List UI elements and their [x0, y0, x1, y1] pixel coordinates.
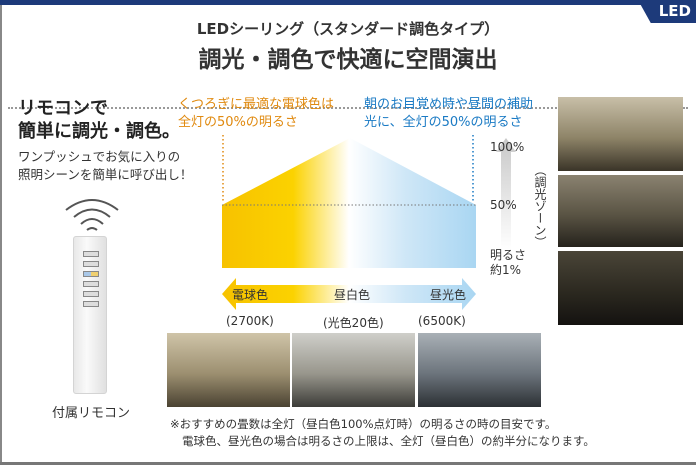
dotted-divider: [8, 107, 688, 109]
footnote-line: 電球色、昼光色の場合は明るさの上限は、全灯（昼白色）の約半分になります。: [182, 434, 595, 448]
cool-callout-line: 朝のお目覚め時や昼間の補助: [364, 97, 534, 112]
warm-callout: くつろぎに最適な電球色は 全灯の50%の明るさ: [178, 96, 334, 132]
cool-callout-line: 光に、全灯の50%の明るさ: [364, 115, 523, 130]
brightness-100: 100%: [490, 140, 525, 154]
remote-control-image: [73, 236, 107, 394]
room-photo-full: [558, 97, 683, 171]
room-photo-daylight: [418, 333, 541, 407]
remote-button: [83, 301, 99, 307]
brightness-arrow: [496, 138, 516, 250]
room-photo-dim: [558, 251, 683, 325]
top-bar: [0, 0, 696, 5]
neutral-label: 昼白色: [334, 288, 371, 302]
cool-callout: 朝のお目覚め時や昼間の補助 光に、全灯の50%の明るさ: [364, 96, 533, 132]
brightness-area: [222, 138, 476, 268]
remote-button: [83, 281, 99, 287]
brightness-min-line: 約1%: [490, 263, 522, 277]
left-border: [0, 5, 2, 465]
wireless-signal-icon: [65, 199, 119, 231]
page-title: LEDシーリング（スタンダード調色タイプ）: [196, 20, 500, 38]
remote-button: [83, 251, 99, 257]
room-photo-neutral: [292, 333, 415, 407]
color-temp-arrow: [222, 278, 476, 310]
footnote: ※おすすめの畳数は全灯（昼白色100%点灯時）の明るさの時の目安です。 電球色、…: [170, 416, 595, 450]
lead-line: リモコンで: [18, 98, 108, 119]
brightness-min-line: 明るさ: [490, 248, 527, 262]
brightness-50: 50%: [490, 198, 517, 212]
lead-line: 簡単に調光・調色。: [18, 121, 180, 142]
remote-headline: リモコンで 簡単に調光・調色。: [18, 97, 180, 143]
desc-line: ワンプッシュでお気に入りの: [18, 149, 181, 164]
room-photo-half: [558, 175, 683, 247]
neutral-kelvin: (光色20色): [323, 316, 384, 330]
remote-button: [83, 271, 99, 277]
remote-button: [83, 261, 99, 267]
warm-callout-line: くつろぎに最適な電球色は: [178, 97, 335, 112]
remote-description: ワンプッシュでお気に入りの 照明シーンを簡単に呼び出し！: [18, 148, 192, 184]
remote-button: [83, 291, 99, 297]
warm-label: 電球色: [232, 288, 269, 302]
room-photo-warm: [167, 333, 290, 407]
dimming-zone-label: （調光ゾーン）: [533, 164, 547, 248]
warm-callout-line: 全灯の50%の明るさ: [178, 115, 298, 130]
color-brightness-diagram: [222, 135, 516, 310]
daylight-label: 昼光色: [430, 288, 467, 302]
desc-line: 照明シーンを簡単に呼び出し！: [18, 167, 193, 182]
warm-kelvin: (2700K): [226, 314, 274, 328]
brightness-min: 明るさ 約1%: [490, 248, 526, 278]
led-badge: LED: [638, 0, 696, 23]
page-subtitle: 調光・調色で快適に空間演出: [198, 47, 498, 73]
bottom-border: [0, 462, 696, 465]
remote-caption: 付属リモコン: [52, 406, 131, 421]
footnote-line: ※おすすめの畳数は全灯（昼白色100%点灯時）の明るさの時の目安です。: [170, 417, 557, 431]
daylight-kelvin: (6500K): [418, 314, 466, 328]
